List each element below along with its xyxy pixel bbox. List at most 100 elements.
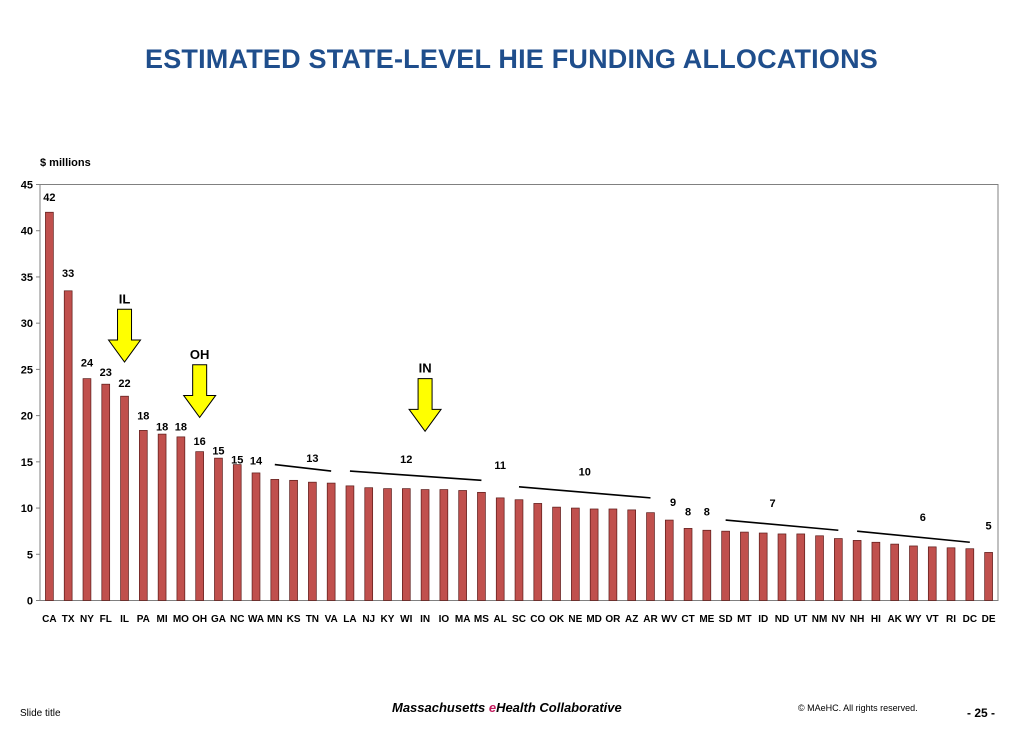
bar-ms <box>477 491 486 601</box>
x-tick-label: DE <box>982 614 996 625</box>
bar-nd <box>777 533 787 601</box>
y-tick-label: 5 <box>27 549 33 561</box>
x-tick-label: CT <box>681 614 694 625</box>
x-tick-label: MO <box>173 614 189 625</box>
bar-mi <box>157 433 167 601</box>
bar-nc <box>232 464 242 601</box>
x-tick-label: KS <box>287 614 301 625</box>
y-axis-label: $ millions <box>40 157 91 169</box>
y-tick-label: 0 <box>27 596 33 608</box>
slide-title-footer: Slide title <box>20 708 61 719</box>
x-tick-label: RI <box>946 614 956 625</box>
bar-ut <box>796 533 806 601</box>
x-tick-label: CO <box>530 614 545 625</box>
group-line <box>725 519 839 532</box>
x-tick-label: KY <box>381 614 395 625</box>
x-tick-label: MA <box>455 614 471 625</box>
y-tick-label: 10 <box>21 503 33 515</box>
x-tick-label: OR <box>605 614 621 625</box>
x-tick-label: NC <box>230 614 244 625</box>
x-tick-label: IO <box>439 614 450 625</box>
x-tick-label: ND <box>775 614 789 625</box>
bar-mn <box>270 479 280 601</box>
data-label: 15 <box>212 445 224 457</box>
data-label: 10 <box>579 467 591 479</box>
bar-or <box>608 508 618 601</box>
x-tick-label: WV <box>661 614 677 625</box>
bar-fl <box>101 383 111 601</box>
x-tick-label: SC <box>512 614 526 625</box>
x-tick-label: NY <box>80 614 94 625</box>
bar-tn <box>308 481 317 601</box>
bar-ky <box>383 488 392 601</box>
data-label: 16 <box>194 436 206 448</box>
bar-io <box>439 489 449 601</box>
bar-dc <box>965 548 975 601</box>
y-tick-label: 20 <box>21 411 33 423</box>
data-label: 24 <box>81 358 94 370</box>
data-label: 33 <box>62 268 74 280</box>
bar-ct <box>683 528 693 601</box>
brand-suffix: Health Collaborative <box>496 700 622 715</box>
bar-oh <box>195 451 204 601</box>
annotation-label: IN <box>419 361 432 376</box>
x-tick-label: AR <box>643 614 658 625</box>
bar-wi <box>401 488 411 601</box>
data-label: 5 <box>986 520 992 532</box>
data-label: 15 <box>231 455 243 467</box>
data-label: 14 <box>250 456 263 468</box>
x-tick-label: ME <box>699 614 714 625</box>
bar-de <box>984 552 993 601</box>
brand-prefix: Massachusetts <box>392 700 489 715</box>
y-tick-label: 40 <box>21 226 33 238</box>
group-trend-lines <box>274 463 970 544</box>
x-tick-label: VA <box>325 614 338 625</box>
brand-accent: e <box>488 700 497 715</box>
bar-vt <box>927 546 937 601</box>
bar-sc <box>514 499 524 601</box>
x-tick-label: SD <box>719 614 733 625</box>
annotation-label: IL <box>119 291 131 306</box>
data-label: 18 <box>175 421 187 433</box>
bar-ga <box>214 457 223 601</box>
bar-az <box>627 509 637 601</box>
bar-il <box>120 395 129 601</box>
x-tick-label: VT <box>926 614 939 625</box>
x-tick-label: LA <box>343 614 356 625</box>
data-label: 22 <box>118 378 130 390</box>
data-label: 18 <box>156 421 168 433</box>
bar-ri <box>946 547 956 601</box>
bar-ok <box>552 506 561 601</box>
bar-nv <box>834 538 843 601</box>
x-tick-label: MI <box>157 614 168 625</box>
x-tick-label: ID <box>758 614 768 625</box>
x-tick-label: NJ <box>362 614 375 625</box>
bar-mt <box>740 531 749 601</box>
x-tick-label: IN <box>420 614 430 625</box>
bar-sd <box>721 530 730 601</box>
y-tick-label: 45 <box>21 180 33 192</box>
bar-wv <box>664 519 674 601</box>
bar-nm <box>815 535 824 601</box>
x-tick-label: IL <box>120 614 129 625</box>
bar-ak <box>890 543 899 601</box>
data-label: 11 <box>494 460 506 472</box>
copyright-footer: © MAeHC. All rights reserved. <box>798 703 918 713</box>
x-tick-label: PA <box>137 614 150 625</box>
state-arrow-annotations: IL OH IN <box>107 291 443 433</box>
x-tick-label: OK <box>549 614 565 625</box>
bar-ne <box>571 507 580 601</box>
x-tick-label: NM <box>812 614 828 625</box>
group-line <box>518 485 651 499</box>
x-tick-label: NV <box>831 614 845 625</box>
x-tick-label: FL <box>100 614 112 625</box>
x-tick-label: TN <box>306 614 319 625</box>
bar-co <box>533 503 543 601</box>
bar-ks <box>289 479 298 601</box>
x-tick-label: MT <box>737 614 751 625</box>
bar-ny <box>82 378 92 601</box>
data-label: 6 <box>920 512 926 524</box>
bar-wa <box>251 472 261 601</box>
